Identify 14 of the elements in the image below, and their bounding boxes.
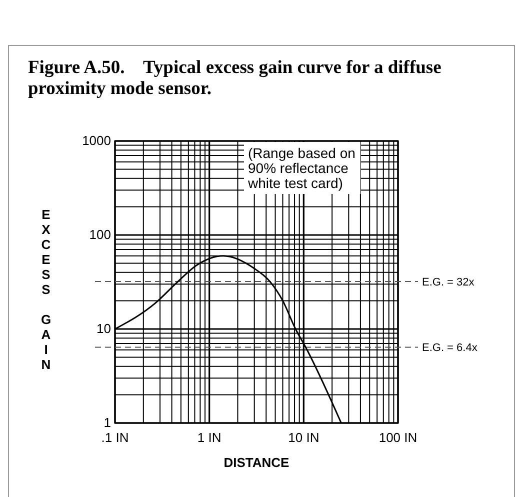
y-tick-label: 10 (96, 321, 111, 336)
x-axis-title: DISTANCE (224, 455, 290, 470)
ref-line-label: E.G. = 32x (422, 276, 475, 289)
annotation: (Range based on 90% reflectance white test card) (247, 145, 356, 191)
x-tick-label: 1 IN (197, 430, 222, 446)
y-tick-label: 1 (104, 415, 111, 430)
y-tick-label: 1000 (82, 133, 111, 148)
x-tick-label: .1 IN (101, 430, 129, 446)
x-tick-label: 10 IN (288, 430, 320, 446)
chart-title: Figure A.50. Typical excess gain curve for a diffuse proximity mode sensor. (28, 58, 442, 100)
x-tick-label: 100 IN (378, 430, 418, 446)
text: EXCESS GAIN (40, 207, 52, 372)
y-tick-label: 100 (89, 227, 111, 242)
ref-line-label: E.G. = 6.4x (422, 342, 478, 354)
